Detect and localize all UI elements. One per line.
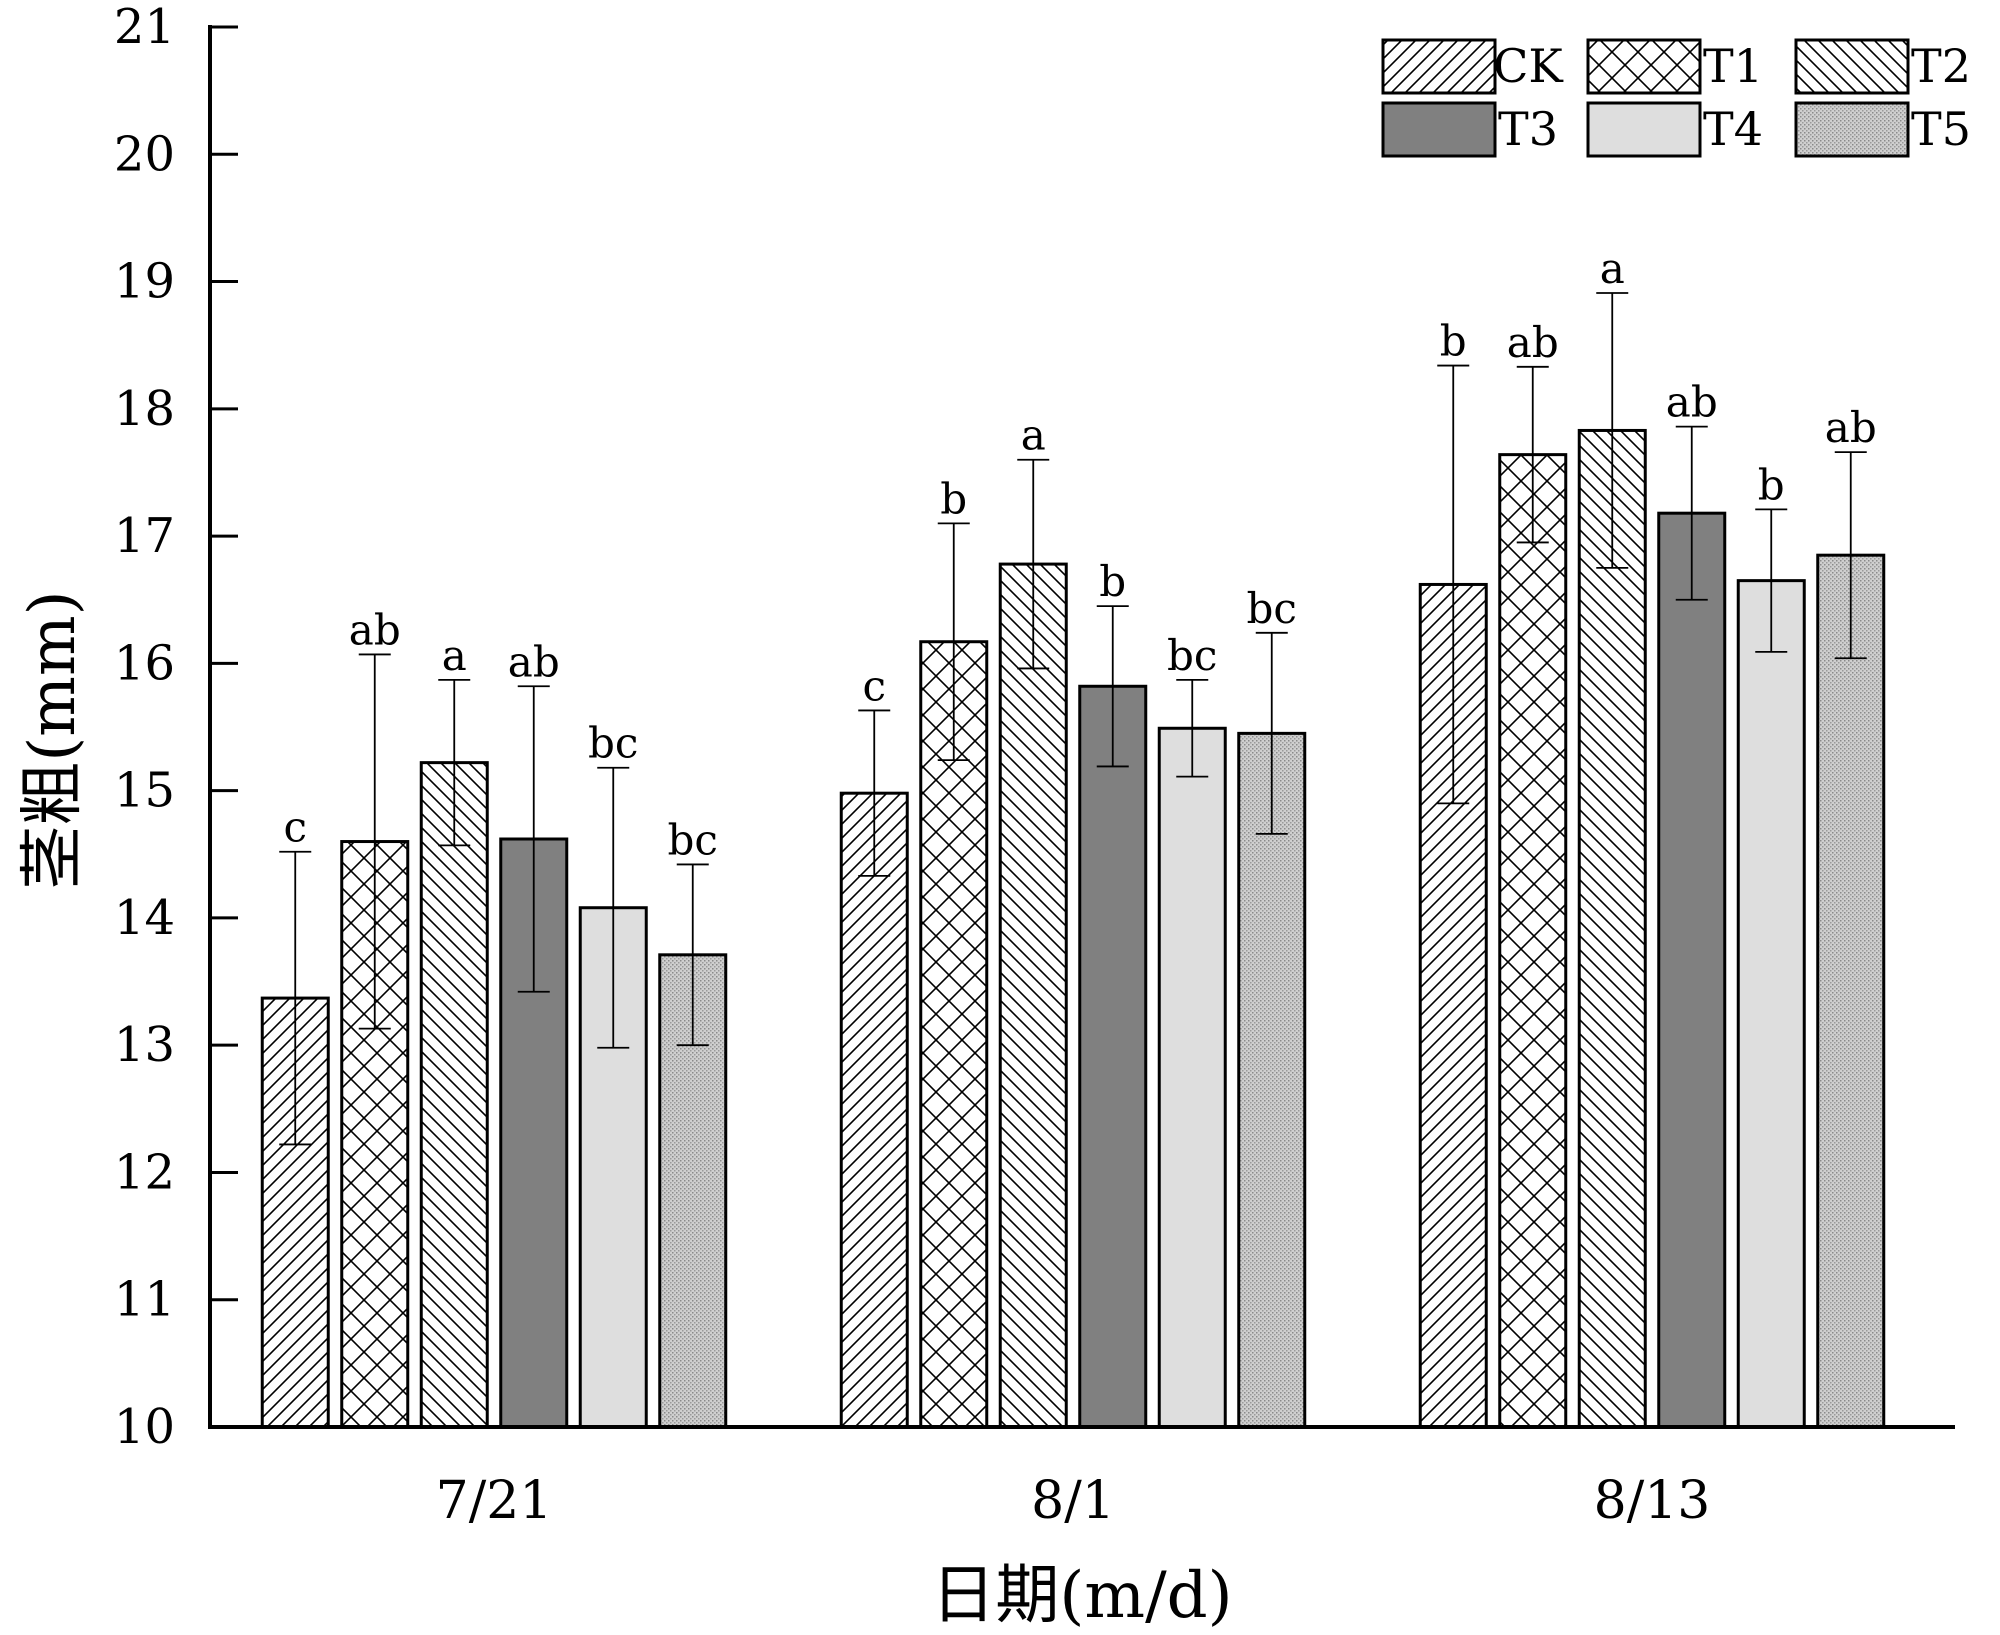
legend-swatch xyxy=(1586,38,1702,95)
legend-label: T1 xyxy=(1703,39,1763,93)
significance-label: ab xyxy=(1825,403,1877,452)
legend: CK T1 T2 T3 T4 T5 xyxy=(1381,38,1971,158)
x-axis-title: 日期(m/d) xyxy=(931,1559,1232,1633)
y-tick-label: 14 xyxy=(114,890,175,946)
y-tick-label: 13 xyxy=(114,1017,175,1073)
error-bar-T4-7/21 xyxy=(597,766,630,1049)
significance-label: a xyxy=(442,631,467,680)
y-tick-label: 20 xyxy=(114,126,175,182)
significance-label: bc xyxy=(1247,584,1297,633)
y-tick-label: 15 xyxy=(114,763,175,819)
legend-swatch xyxy=(1381,38,1497,95)
error-bar-T4-8/13 xyxy=(1755,508,1788,653)
y-tick-label: 19 xyxy=(114,254,175,310)
error-bar-T2-8/13 xyxy=(1596,292,1629,569)
bar-T2-7/21 xyxy=(419,761,489,1429)
error-bar-T3-8/13 xyxy=(1675,425,1708,601)
significance-label: bc xyxy=(668,815,718,864)
legend-swatch xyxy=(1794,101,1910,158)
y-tick-label: 18 xyxy=(114,381,175,437)
error-bar-T1-7/21 xyxy=(358,653,391,1030)
significance-label: b xyxy=(1440,317,1467,366)
y-tick-label: 17 xyxy=(114,508,175,564)
significance-label: b xyxy=(1758,460,1785,509)
significance-label: ab xyxy=(349,605,401,654)
bar-T4-8/1 xyxy=(1157,726,1227,1429)
significance-label: b xyxy=(940,474,967,523)
significance-label: c xyxy=(283,803,307,852)
significance-label: a xyxy=(1600,244,1625,293)
x-tick-label: 8/1 xyxy=(1031,1471,1115,1531)
significance-label: ab xyxy=(1507,318,1559,367)
significance-label: ab xyxy=(508,637,560,686)
legend-label: CK xyxy=(1493,39,1564,93)
error-bar-CK-8/1 xyxy=(858,709,891,877)
y-tick-label: 12 xyxy=(114,1144,175,1200)
significance-label: bc xyxy=(1167,631,1217,680)
error-bar-T5-8/1 xyxy=(1255,631,1288,835)
error-bar-T5-8/13 xyxy=(1834,451,1867,660)
bar-T3-8/1 xyxy=(1078,684,1148,1429)
error-bar-T3-8/1 xyxy=(1096,605,1129,768)
legend-item-T2: T2 xyxy=(1794,38,1971,95)
y-axis-title: 茎粗(mm) xyxy=(16,590,90,889)
legend-label: T5 xyxy=(1911,102,1971,156)
error-bar-CK-8/13 xyxy=(1437,364,1470,805)
significance-label: ab xyxy=(1666,378,1718,427)
bar-T4-8/13 xyxy=(1736,579,1806,1429)
bar-T2-8/13 xyxy=(1577,428,1647,1429)
error-bar-T2-7/21 xyxy=(438,679,471,847)
error-bar-T1-8/13 xyxy=(1516,365,1549,544)
bar-T5-8/1 xyxy=(1237,731,1307,1429)
error-bar-T4-8/1 xyxy=(1176,679,1209,778)
legend-item-T4: T4 xyxy=(1586,101,1763,158)
error-bar-T2-8/1 xyxy=(1017,458,1050,670)
error-bar-CK-7/21 xyxy=(279,850,312,1146)
legend-swatch xyxy=(1381,101,1497,158)
legend-swatch xyxy=(1586,101,1702,158)
y-tick-label: 11 xyxy=(114,1272,175,1328)
legend-item-T5: T5 xyxy=(1794,101,1971,158)
bar-T2-8/1 xyxy=(998,562,1068,1429)
legend-swatch xyxy=(1794,38,1910,95)
y-tick-label: 21 xyxy=(114,0,175,55)
error-bar-T3-7/21 xyxy=(517,685,550,993)
significance-label: a xyxy=(1021,411,1046,460)
x-tick-label: 8/13 xyxy=(1594,1471,1711,1531)
legend-item-CK: CK xyxy=(1381,38,1564,95)
legend-label: T3 xyxy=(1498,102,1558,156)
bar-T3-8/13 xyxy=(1657,511,1727,1429)
error-bar-T5-7/21 xyxy=(676,863,709,1047)
legend-item-T1: T1 xyxy=(1586,38,1763,95)
bar-T5-8/13 xyxy=(1816,553,1886,1429)
bar-CK-8/1 xyxy=(839,791,909,1429)
legend-label: T4 xyxy=(1703,102,1763,156)
legend-label: T2 xyxy=(1911,39,1971,93)
significance-label: c xyxy=(862,661,886,710)
axes: 10 11 12 13 14 15 16 17 18 19 20 21 7/21 8/1 8/13 日期(m/… xyxy=(16,0,1955,1633)
significance-label: b xyxy=(1099,557,1126,606)
legend-item-T3: T3 xyxy=(1381,101,1558,158)
y-tick-label: 10 xyxy=(114,1399,175,1455)
bar-T1-8/13 xyxy=(1498,453,1568,1429)
significance-label: bc xyxy=(588,719,638,768)
x-tick-label: 7/21 xyxy=(436,1471,553,1531)
y-tick-label: 16 xyxy=(114,635,175,691)
error-bar-T1-8/1 xyxy=(937,522,970,761)
